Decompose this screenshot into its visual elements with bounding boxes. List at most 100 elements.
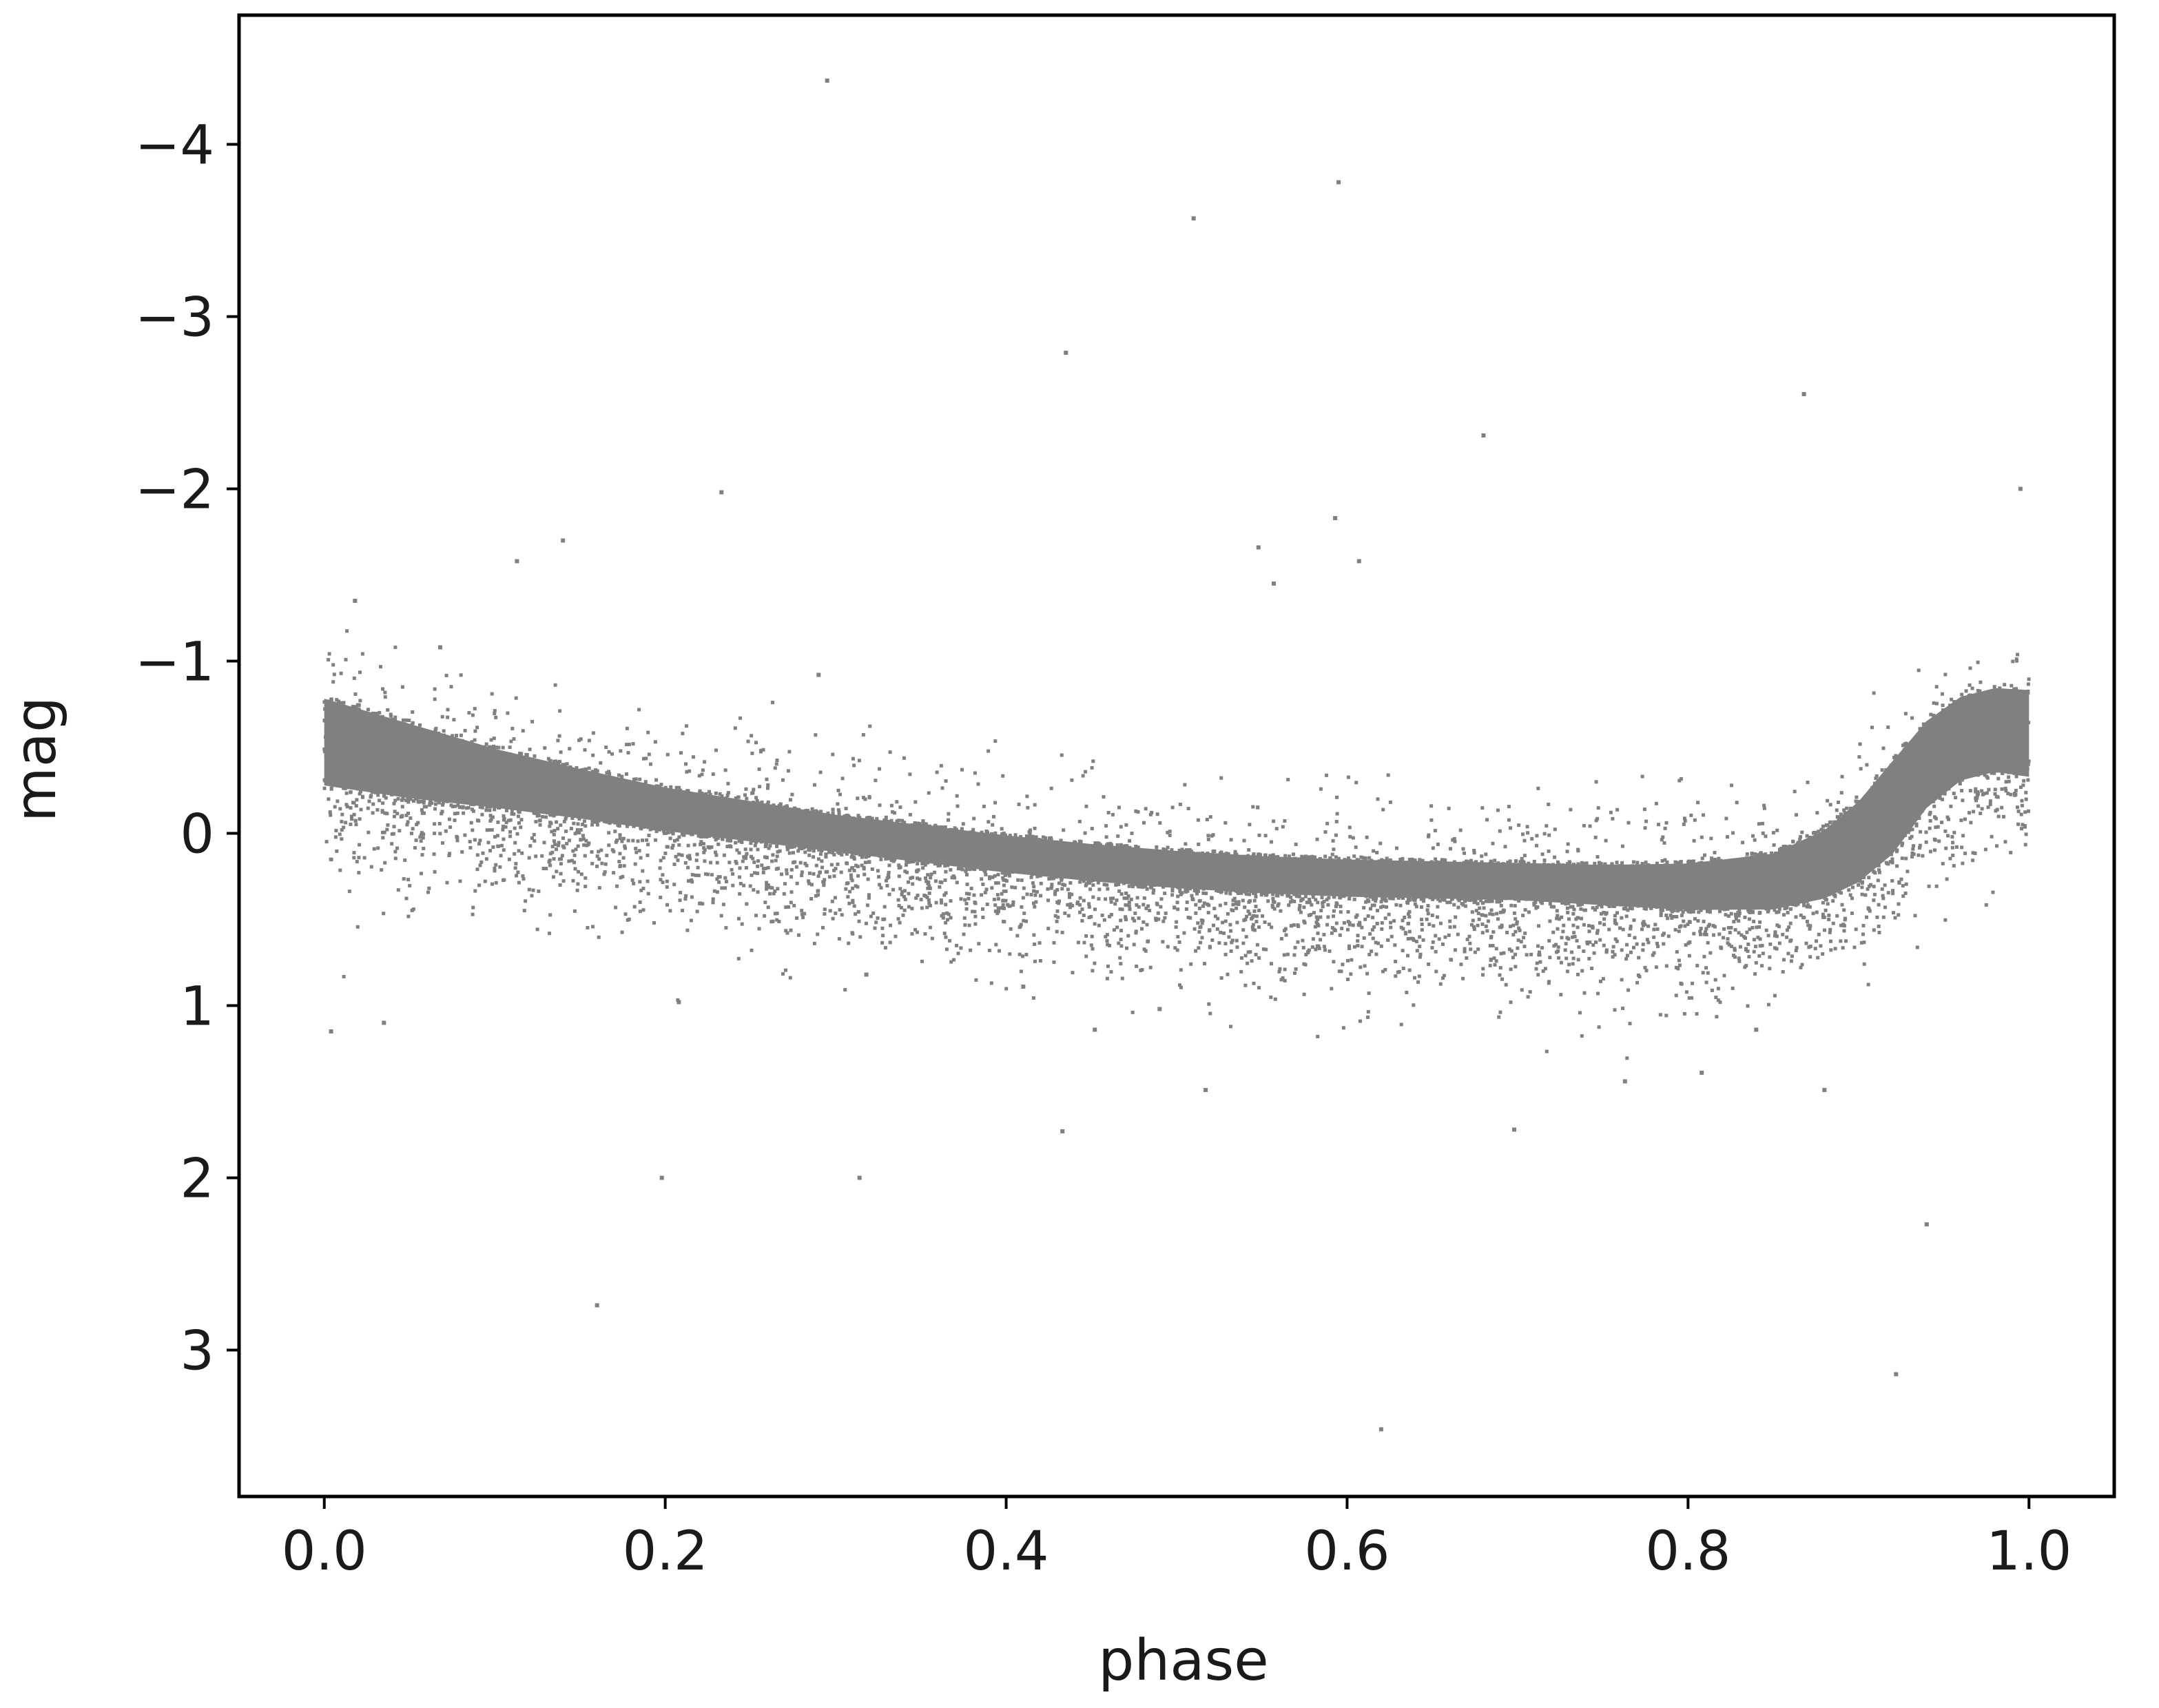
data-point [402,718,405,722]
data-point [1542,832,1547,836]
data-point [715,890,719,894]
data-point [1540,946,1544,950]
data-point [1521,832,1525,836]
data-point [852,904,856,908]
data-point [737,839,741,843]
data-point [507,857,511,861]
data-point [911,876,915,880]
data-point [844,807,848,810]
data-point [1270,840,1273,844]
data-point [1401,856,1405,861]
data-point [1556,860,1560,864]
data-point [2004,789,2008,793]
data-point [631,742,635,746]
data-point [1252,909,1257,913]
data-point [694,858,699,863]
data-point [1971,858,1975,863]
data-point [1213,914,1217,918]
data-point [996,897,1000,901]
data-point [1839,891,1843,895]
data-point [1703,853,1706,857]
data-point [823,912,827,916]
data-point [1150,810,1154,814]
data-point [716,842,721,846]
data-point [933,870,937,874]
data-point [730,867,734,872]
data-point [1050,883,1054,887]
data-point [1219,776,1223,780]
data-point [1782,958,1786,962]
data-point [1334,855,1338,859]
data-point [898,920,902,925]
data-point [1867,876,1871,880]
data-point [1591,906,1595,910]
data-point [1346,775,1350,779]
data-point [419,839,423,843]
data-point [819,810,823,814]
data-point [1963,852,1967,856]
data-point [358,790,362,794]
data-point [738,892,742,896]
data-point [1535,843,1538,847]
data-point [1300,854,1304,858]
data-point [1347,947,1352,950]
data-point [949,960,953,964]
data-point [908,812,912,816]
data-point [814,894,818,898]
data-point [654,778,659,782]
data-point [790,792,794,796]
data-point [1276,904,1280,908]
data-point [1263,834,1268,838]
data-point [1571,912,1576,916]
data-point [1011,903,1015,907]
data-point [564,816,568,821]
data-point [1806,781,1810,785]
data-point [344,803,349,807]
data-point [1413,976,1416,980]
data-point [1223,901,1228,905]
data-point [1663,826,1667,830]
data-point [1582,823,1586,827]
data-point [1130,1010,1135,1014]
data-point [1111,812,1115,816]
data-point [1374,940,1378,945]
data-point [972,816,976,821]
data-point [927,884,931,888]
data-point [1860,892,1864,896]
data-point [1598,921,1602,925]
data-point [1518,928,1522,932]
data-point [781,972,785,976]
data-point [1500,977,1504,981]
data-point [1775,947,1779,951]
data-point [1063,912,1067,915]
data-point [944,891,948,895]
data-point [1498,966,1502,970]
data-point [1398,858,1403,861]
data-point [1660,838,1664,842]
data-point [1865,915,1868,919]
data-point [832,874,836,878]
data-point [1881,896,1886,901]
data-point [1960,845,1964,850]
data-point [1367,952,1372,956]
data-point [1635,861,1640,865]
data-point [1046,898,1050,903]
data-point [352,676,356,680]
data-point [1257,833,1261,837]
data-point [339,671,343,675]
data-point [1049,836,1053,840]
data-point [1611,945,1615,949]
data-point [1335,902,1339,906]
data-point [1983,773,1987,777]
data-point [1795,813,1798,817]
data-point [1514,965,1518,969]
data-point [378,710,382,714]
data-point [1738,945,1742,949]
data-point [1379,900,1383,904]
data-point [1702,954,1706,958]
data-point [501,745,505,750]
data-point [1538,950,1541,954]
data-point [1332,914,1335,918]
data-point [1208,928,1212,932]
data-point [493,709,497,713]
